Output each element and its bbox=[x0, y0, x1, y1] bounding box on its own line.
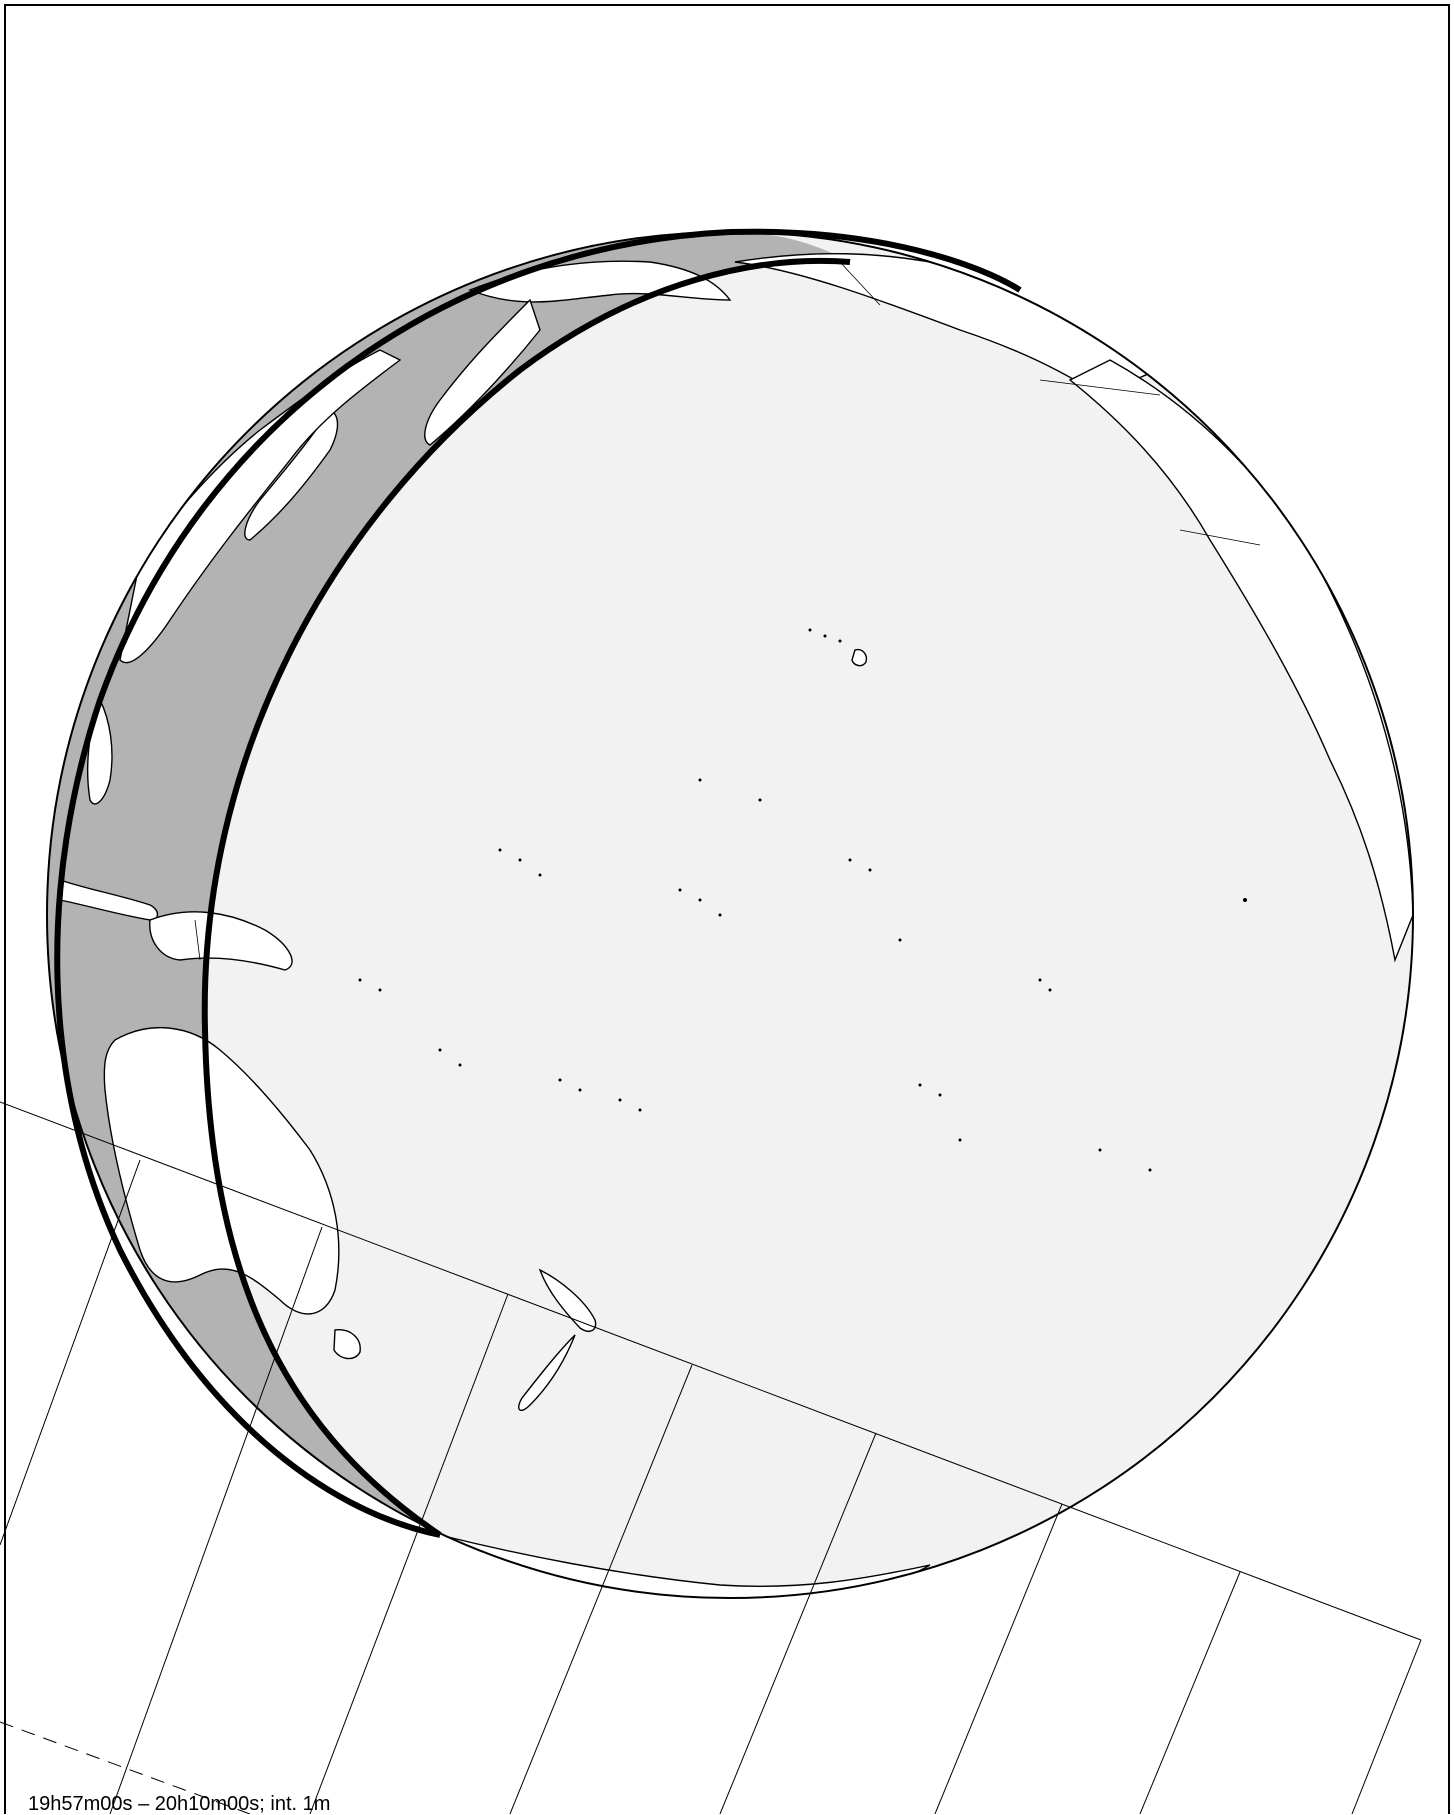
land-new-zealand-south bbox=[518, 1334, 576, 1412]
eclipse-cross-line-6 bbox=[934, 1503, 1063, 1814]
land-australia bbox=[103, 1027, 340, 1315]
land-tasmania bbox=[333, 1329, 361, 1360]
time-range-caption: 19h57m00s – 20h10m00s; int. 1m bbox=[28, 1793, 331, 1815]
eclipse-cross-line-7 bbox=[1139, 1571, 1241, 1814]
eclipse-central-line bbox=[0, 1101, 1422, 1641]
land-masses bbox=[59, 252, 1413, 1598]
eclipse-cross-line-1 bbox=[0, 1159, 141, 1546]
land-kamchatka bbox=[424, 298, 541, 446]
map-frame bbox=[4, 4, 1450, 1814]
terminator-outer bbox=[54, 228, 1022, 1538]
land-new-guinea bbox=[149, 911, 293, 971]
land-asia-mainland bbox=[119, 349, 402, 664]
globe-ocean bbox=[47, 232, 1413, 1598]
land-japan bbox=[244, 409, 339, 541]
eclipse-path-grid bbox=[0, 1101, 1422, 1814]
night-shade bbox=[47, 232, 850, 1535]
eclipse-cross-line-5 bbox=[719, 1432, 877, 1814]
land-new-zealand-north bbox=[538, 1268, 597, 1332]
land-hawaii bbox=[851, 648, 868, 667]
terminator-inner bbox=[201, 257, 851, 1538]
borders bbox=[194, 261, 1261, 961]
eclipse-cross-line-2 bbox=[109, 1226, 323, 1814]
eclipse-cross-line-8 bbox=[1351, 1639, 1422, 1814]
eclipse-cross-line-4 bbox=[509, 1364, 693, 1814]
land-indonesia bbox=[59, 879, 159, 921]
pacific-islands bbox=[358, 628, 1247, 1172]
globe bbox=[46, 228, 1414, 1599]
eclipse-cross-line-3 bbox=[309, 1293, 509, 1814]
